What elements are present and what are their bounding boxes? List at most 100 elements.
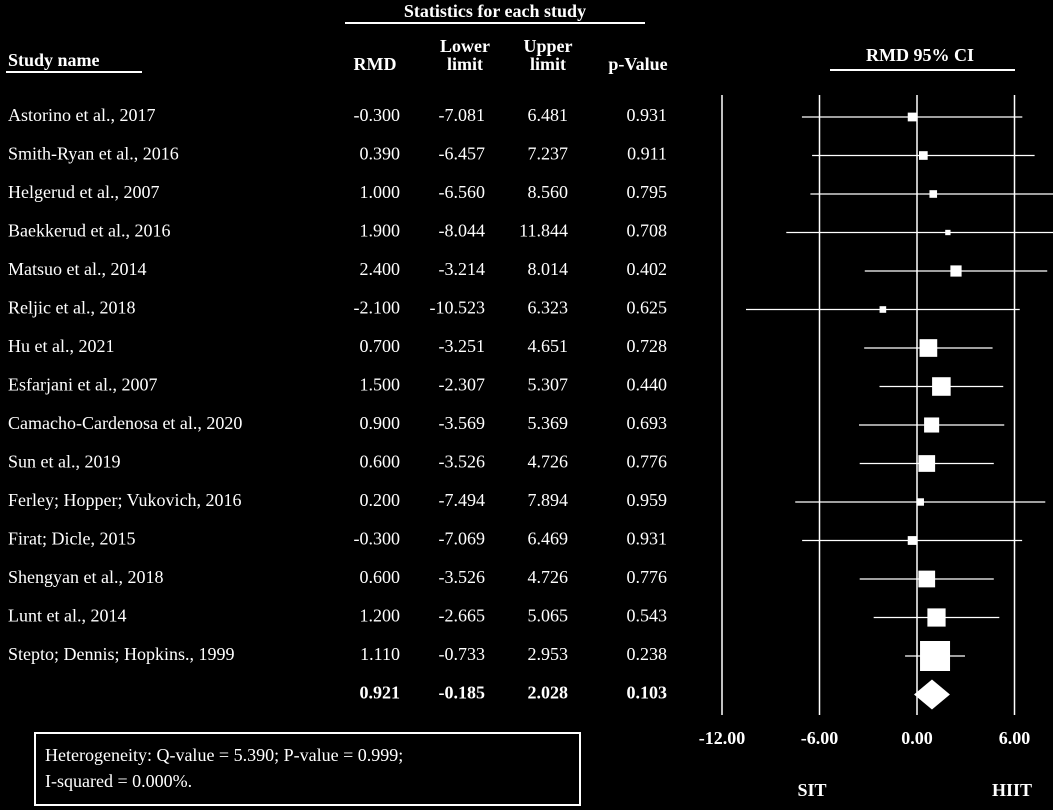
- study-name: Astorino et al., 2017: [8, 105, 155, 125]
- study-name: Reljic et al., 2018: [8, 298, 135, 318]
- rmd: 0.600: [360, 567, 401, 587]
- effect-box: [919, 151, 928, 160]
- lower-limit: -8.044: [439, 221, 486, 241]
- effect-box: [932, 377, 951, 396]
- heterogeneity: I-squared = 0.000%.: [45, 771, 192, 791]
- rmd: -0.300: [354, 105, 401, 125]
- rmd: 2.400: [360, 259, 401, 279]
- effect-box: [919, 339, 938, 357]
- study-name: Hu et al., 2021: [8, 336, 114, 356]
- lower-limit: -6.560: [439, 182, 486, 202]
- p-value: 0.728: [627, 336, 668, 356]
- rmd: -0.300: [354, 529, 401, 549]
- summary-upper: 2.028: [528, 683, 569, 703]
- effect-box: [916, 498, 924, 506]
- upper-limit: 6.469: [528, 529, 569, 549]
- study-name: Sun et al., 2019: [8, 452, 121, 472]
- effect-box: [927, 608, 946, 627]
- chart-title: Statistics for each study: [404, 1, 586, 21]
- lower-limit: -7.069: [439, 529, 486, 549]
- effect-box: [918, 455, 936, 472]
- p-value: 0.931: [627, 105, 668, 125]
- lower-limit: -3.251: [439, 336, 486, 356]
- lower-header: Lower: [440, 36, 490, 56]
- left-label: SIT: [797, 780, 826, 800]
- lower-limit: -2.307: [439, 375, 486, 395]
- p-value: 0.911: [627, 144, 667, 164]
- rmd: 1.110: [360, 644, 400, 664]
- lower-limit: -3.569: [439, 413, 486, 433]
- upper-limit: 7.237: [528, 144, 569, 164]
- p-value: 0.625: [627, 298, 668, 318]
- p-value: 0.795: [627, 182, 668, 202]
- study-name: Stepto; Dennis; Hopkins., 1999: [8, 644, 235, 664]
- effect-box: [950, 265, 962, 277]
- heterogeneity-box: [34, 732, 581, 806]
- upper-limit: 6.323: [528, 298, 569, 318]
- x-tick-label: -12.00: [699, 728, 746, 748]
- p-value: 0.776: [627, 452, 668, 472]
- p-header: p-Value: [608, 54, 667, 74]
- p-value: 0.440: [627, 375, 668, 395]
- effect-box: [879, 306, 887, 313]
- lower-limit: -10.523: [430, 298, 486, 318]
- p-value: 0.402: [627, 259, 668, 279]
- p-value: 0.693: [627, 413, 668, 433]
- p-value: 0.708: [627, 221, 668, 241]
- summary-lower: -0.185: [439, 683, 486, 703]
- study-name: Matsuo et al., 2014: [8, 259, 146, 279]
- lower-limit: -3.526: [439, 567, 486, 587]
- study-name: Shengyan et al., 2018: [8, 567, 163, 587]
- upper-limit: 6.481: [528, 105, 569, 125]
- x-tick-label: -6.00: [801, 728, 839, 748]
- x-tick-label: 0.00: [901, 728, 933, 748]
- upper-header: Upper: [524, 36, 573, 56]
- upper-limit: 5.369: [528, 413, 569, 433]
- effect-box: [945, 229, 951, 236]
- study-name: Firat; Dicle, 2015: [8, 529, 135, 549]
- upper-header: limit: [530, 54, 566, 74]
- effect-box: [907, 536, 917, 545]
- lower-limit: -3.214: [439, 259, 486, 279]
- study-name: Baekkerud et al., 2016: [8, 221, 170, 241]
- upper-limit: 4.651: [528, 336, 569, 356]
- rmd: 0.900: [360, 413, 401, 433]
- rmd: 0.200: [360, 490, 401, 510]
- upper-limit: 8.014: [528, 259, 569, 279]
- summary-rmd: 0.921: [360, 683, 401, 703]
- rmd: 1.000: [360, 182, 401, 202]
- p-value: 0.543: [627, 606, 668, 626]
- right-label: HIIT: [992, 780, 1032, 800]
- plot-area: [746, 112, 1053, 710]
- heterogeneity: Heterogeneity: Q-value = 5.390; P-value …: [45, 745, 403, 765]
- p-value: 0.776: [627, 567, 668, 587]
- rmd-header: RMD: [354, 54, 397, 74]
- summary-p: 0.103: [627, 683, 668, 703]
- rmd: 0.600: [360, 452, 401, 472]
- lower-limit: -7.494: [439, 490, 486, 510]
- effect-box: [929, 190, 938, 198]
- rmd: 1.900: [360, 221, 401, 241]
- lower-limit: -3.526: [439, 452, 486, 472]
- x-tick-label: 6.00: [999, 728, 1031, 748]
- lower-limit: -7.081: [439, 105, 486, 125]
- upper-limit: 8.560: [528, 182, 569, 202]
- study-name: Camacho-Cardenosa et al., 2020: [8, 413, 242, 433]
- rmd: -2.100: [354, 298, 401, 318]
- p-value: 0.959: [627, 490, 668, 510]
- study-name: Ferley; Hopper; Vukovich, 2016: [8, 490, 242, 510]
- lower-limit: -6.457: [439, 144, 486, 164]
- upper-limit: 2.953: [528, 644, 569, 664]
- rmd: 0.700: [360, 336, 401, 356]
- rmd: 0.390: [360, 144, 401, 164]
- upper-limit: 7.894: [528, 490, 569, 510]
- rmd: 1.200: [360, 606, 401, 626]
- plot-title: RMD 95% CI: [866, 45, 974, 65]
- upper-limit: 11.844: [519, 221, 568, 241]
- upper-limit: 4.726: [528, 567, 569, 587]
- summary-diamond: [913, 679, 950, 710]
- upper-limit: 4.726: [528, 452, 569, 472]
- study-header: Study name: [8, 50, 100, 70]
- lower-header: limit: [447, 54, 483, 74]
